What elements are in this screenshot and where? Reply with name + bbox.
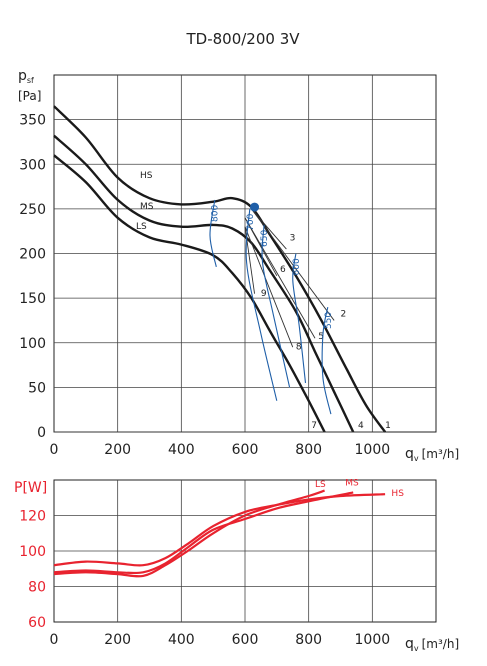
power-curve-hs [53, 493, 386, 567]
top-x-tick-label: 800 [295, 442, 322, 458]
fan-curve-label-ms: MS [140, 202, 154, 212]
power-curve-ms [53, 491, 354, 575]
iso-rpm-label-650: 650 [260, 229, 270, 246]
bottom-y-tick-label: 100 [19, 544, 46, 560]
system-curve [244, 217, 278, 277]
bottom-y-tick-label: 120 [19, 509, 46, 525]
iso-rpm-label-550: 550 [324, 312, 334, 329]
iso-rpm-curve-700 [245, 208, 278, 401]
top-y-tick-label: 100 [19, 336, 46, 352]
fan-curve-hs [53, 105, 387, 433]
system-curve-label: 3 [290, 234, 296, 244]
iso-rpm-curve-600 [292, 253, 307, 383]
flow-axis-label-top: qv [m³/h] [405, 446, 459, 463]
power-curve-label-hs: HS [391, 489, 404, 499]
top-y-tick-label: 50 [28, 380, 46, 396]
bottom-x-tick-label: 200 [104, 632, 131, 648]
top-x-tick-label: 200 [104, 442, 131, 458]
power-curve-label-ls: LS [315, 480, 326, 490]
iso-rpm-label-700: 700 [246, 213, 256, 230]
bottom-x-tick-label: 600 [232, 632, 259, 648]
chart-title: TD-800/200 3V [185, 30, 300, 48]
system-curve-label: 8 [296, 342, 302, 352]
top-y-tick-label: 250 [19, 202, 46, 218]
pressure-axis-unit: [Pa] [18, 89, 41, 103]
flow-axis-unit-bottom: [m³/h] [422, 637, 460, 651]
iso-rpm-label-800: 800 [211, 204, 221, 221]
top-chart-ticks: 0 200 400 600 800 1000 0 50 100 150 200 250 300 350 [19, 113, 390, 458]
pressure-axis-sub: sf [27, 76, 34, 85]
bottom-x-tick-label: 1000 [355, 632, 391, 648]
system-curve-label: 9 [261, 289, 267, 299]
fan-curve-ms [53, 134, 355, 433]
top-y-tick-label: 300 [19, 157, 46, 173]
iso-rpm-curve-550 [321, 307, 332, 415]
flow-axis-sub-top: v [414, 454, 419, 463]
flow-axis-label-bottom: qv [m³/h] [405, 636, 459, 653]
fan-curve-ls [53, 154, 326, 433]
pressure-axis-main: p [18, 68, 27, 84]
top-y-tick-label: 150 [19, 291, 46, 307]
top-y-tick-label: 0 [37, 425, 46, 441]
top-x-tick-label: 0 [50, 442, 59, 458]
flow-axis-sub-bottom: v [414, 644, 419, 653]
system-curve [244, 226, 294, 348]
operating-point-marker [250, 202, 260, 212]
iso-rpm-curve-800 [209, 199, 217, 268]
system-curve-label: 2 [341, 309, 347, 319]
top-chart-curves: HS MS LS 1 2 3 4 5 6 7 8 9 800 700 650 600 550 [53, 105, 391, 433]
top-x-tick-label: 600 [232, 442, 259, 458]
bottom-y-tick-label: 80 [28, 580, 46, 596]
iso-rpm-label-600: 600 [292, 258, 302, 275]
flow-axis-main-top: q [405, 446, 414, 462]
system-curve-label: 5 [318, 332, 324, 342]
top-x-tick-label: 1000 [355, 442, 391, 458]
bottom-y-tick-label: 60 [28, 615, 46, 631]
flow-axis-unit-top: [m³/h] [422, 447, 460, 461]
system-curve-label: 1 [385, 421, 391, 431]
pressure-axis-label: psf [18, 68, 34, 85]
bottom-x-tick-label: 0 [50, 632, 59, 648]
fan-curve-label-hs: HS [140, 171, 153, 181]
bottom-chart-grid [53, 479, 437, 623]
top-y-tick-label: 200 [19, 247, 46, 263]
bottom-chart-ticks: 0 200 400 600 800 1000 60 80 100 120 [19, 509, 390, 649]
top-x-tick-label: 400 [168, 442, 195, 458]
system-curve [244, 217, 316, 339]
fan-curve-label-ls: LS [136, 222, 147, 232]
system-curve-label: 7 [311, 421, 317, 431]
top-chart-grid [53, 74, 437, 433]
iso-rpm-curve-650 [261, 224, 291, 388]
system-curve-label: 6 [280, 265, 286, 275]
bottom-x-tick-label: 800 [295, 632, 322, 648]
flow-axis-main-bottom: q [405, 636, 414, 652]
power-curve-label-ms: MS [345, 478, 359, 488]
system-curve [251, 208, 335, 321]
system-curve [251, 208, 287, 250]
bottom-x-tick-label: 400 [168, 632, 195, 648]
top-y-tick-label: 350 [19, 113, 46, 129]
system-curve-label: 4 [358, 421, 364, 431]
power-axis-label: P[W] [14, 480, 47, 496]
bottom-chart-curves: LS MS HS [53, 478, 404, 578]
